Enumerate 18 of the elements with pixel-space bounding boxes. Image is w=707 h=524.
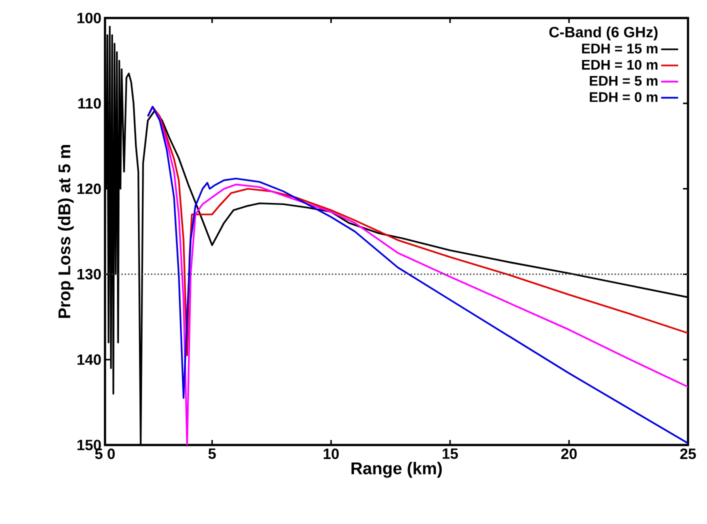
legend-label: EDH = 10 m: [582, 60, 658, 70]
legend-label: EDH = 5 m: [590, 76, 658, 86]
y-tick-label: 110: [78, 98, 101, 109]
y-tick-label: 130: [77, 268, 101, 280]
legend-label: EDH = 15 m: [582, 44, 658, 54]
legend-title: C-Band (6 GHz): [549, 26, 658, 40]
x-tick-label: 5: [208, 448, 216, 459]
x-tick-label: 25: [680, 448, 696, 460]
y-tick-label: 140: [77, 354, 101, 365]
y-tick-label: 120: [77, 184, 101, 194]
y-axis-title: Prop Loss (dB) at 5 m: [58, 145, 74, 318]
x-tick-label: 20: [561, 448, 577, 460]
x-axis-title: Range (km): [352, 462, 442, 478]
x-tick-label: 10: [324, 448, 339, 460]
legend-label: EDH = 0 m: [590, 92, 658, 102]
y-tick-label: 150: [77, 440, 101, 450]
x-tick-label: 15: [442, 448, 458, 459]
y-tick-label: 100: [77, 12, 101, 24]
